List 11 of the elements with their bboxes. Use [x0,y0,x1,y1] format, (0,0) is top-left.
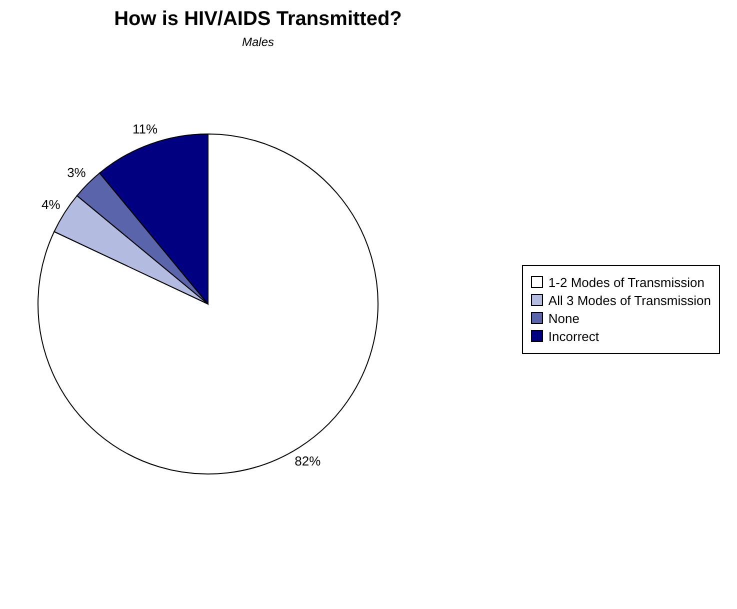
pie-slice [38,134,378,474]
data-label: 11% [132,121,158,136]
data-label: 4% [42,196,61,212]
chart-subtitle: Males [240,35,275,49]
data-label: 3% [67,164,86,180]
legend-label: Incorrect [548,328,599,344]
chart-title: How is HIV/AIDS Transmitted? [113,8,403,31]
legend-label: 1-2 Modes of Transmission [548,274,704,290]
data-label: 82% [294,454,322,469]
legend-label: None [548,310,580,326]
legend-label: All 3 Modes of Transmission [548,292,711,308]
